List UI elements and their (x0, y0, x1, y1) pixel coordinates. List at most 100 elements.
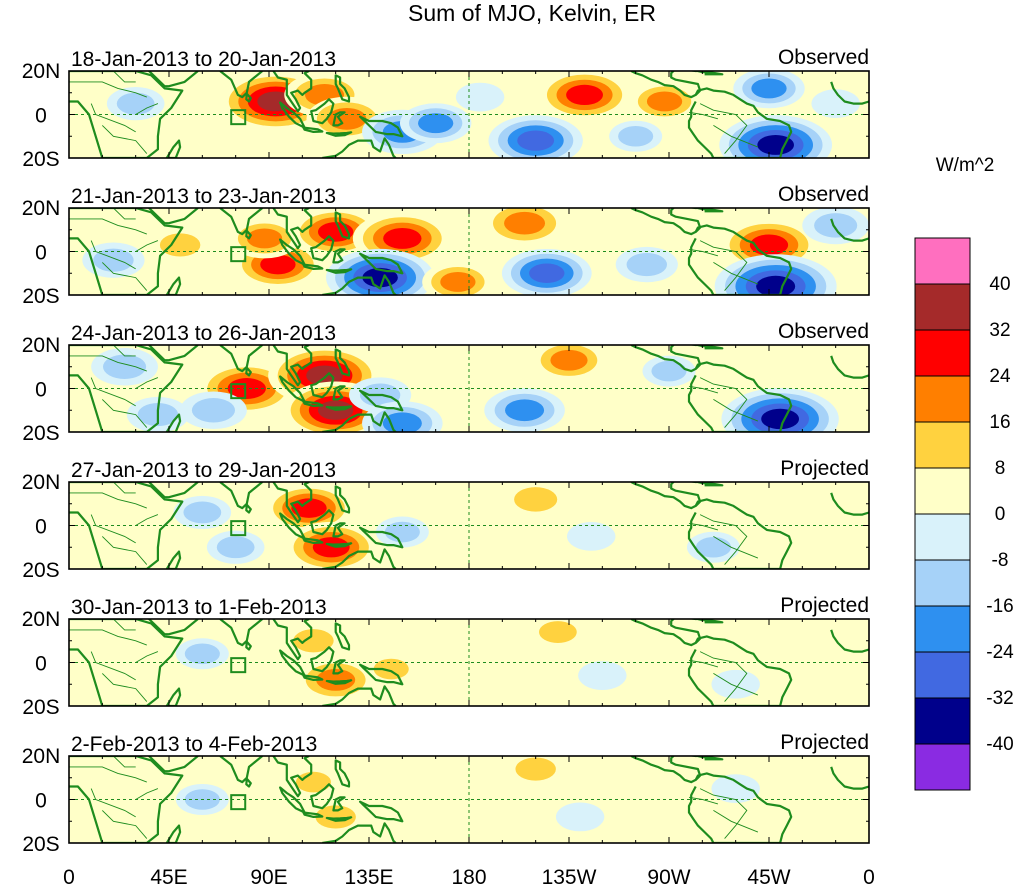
contour-level (316, 669, 356, 691)
region-box (230, 794, 247, 811)
coastline-madagascar (165, 139, 182, 158)
coastline-madagascar (165, 413, 182, 432)
contour-level (418, 113, 454, 134)
lat-label: 20N (22, 334, 61, 357)
contour-level (756, 275, 796, 295)
anomaly-cell (91, 347, 158, 386)
coastline-smalls (325, 679, 353, 685)
anomaly-cell (802, 208, 869, 245)
coastline-borneo (310, 372, 335, 399)
panel-status: Projected (780, 731, 869, 754)
anomaly-cell (149, 227, 212, 263)
contour-level (184, 643, 220, 665)
coastline-arabia (148, 482, 199, 499)
lon-label: 0 (63, 866, 75, 889)
coastline-java (302, 811, 324, 819)
coastline-newguinea (359, 663, 404, 686)
anomaly-cell (484, 388, 565, 432)
coastline-smalls (325, 816, 353, 822)
colorbar-tick-label: 24 (989, 366, 1011, 387)
coastline-caribbean (697, 756, 724, 761)
panel-status: Observed (778, 46, 869, 69)
anomaly-cell (567, 521, 616, 551)
country-border (135, 240, 159, 252)
coastline-indochina (272, 345, 313, 387)
contour-level (159, 233, 201, 257)
coastline-arabia (148, 756, 199, 773)
coastline-caribbean (697, 345, 724, 350)
coastline-newguinea (359, 252, 404, 275)
contour-level (646, 91, 683, 112)
lat-label: 0 (35, 790, 47, 813)
contour-level (373, 658, 409, 680)
coastline-mexico (630, 482, 702, 510)
coastline-arabia (148, 208, 199, 225)
lat-label: 0 (35, 516, 47, 539)
country-border (113, 756, 136, 768)
coastline-indochina (272, 71, 313, 113)
contour-level (440, 271, 476, 292)
colorbar-tick-label: -24 (986, 642, 1014, 663)
coastline-madagascar (165, 687, 182, 706)
region-box (230, 383, 247, 400)
anomaly-cell (364, 653, 418, 685)
country-border (688, 385, 719, 394)
anomaly-cell (609, 120, 663, 152)
colorbar-swatch (914, 283, 971, 331)
country-border (688, 522, 719, 531)
colorbar-tick-label: 32 (989, 320, 1010, 341)
coastline-india (219, 71, 263, 99)
coastlines (69, 619, 869, 706)
coastline-madagascar (165, 550, 182, 569)
country-border (688, 111, 719, 120)
coastline-srilanka (245, 229, 252, 240)
coastline-mexico (630, 619, 702, 647)
contour-level (567, 521, 616, 551)
contour-level (814, 213, 858, 238)
coastline-java (302, 400, 324, 407)
anomaly-cell (206, 530, 265, 564)
map-panel: 20N 0 20S 2-Feb-2013 to 4-Feb-2013 Projected (22, 731, 870, 856)
lon-label: 45E (150, 866, 187, 889)
coastline-waAfrica (830, 766, 869, 790)
lat-label: 20N (22, 197, 61, 220)
coastline-india (219, 208, 263, 236)
contour-level (504, 211, 546, 235)
contour-level (618, 125, 654, 147)
anomaly-cell (628, 81, 701, 122)
country-border (90, 651, 136, 681)
contour-level (260, 254, 296, 275)
country-border (69, 492, 147, 509)
coastline-waAfrica (830, 355, 869, 379)
panel-status: Projected (780, 594, 869, 617)
coastline-philippines (334, 485, 351, 514)
coastline-newguinea (359, 526, 404, 549)
coastline-smalls (325, 131, 353, 137)
country-border (713, 536, 759, 559)
coastline-java (302, 537, 324, 545)
coastline-samerica (687, 361, 793, 432)
country-border (69, 355, 147, 372)
contour-level (191, 398, 236, 423)
country-border (688, 659, 719, 668)
colorbar-tick-label: -32 (986, 688, 1013, 709)
anomaly-cell (106, 87, 165, 121)
anomaly-cell (175, 638, 229, 670)
colorbar-swatch (914, 421, 971, 469)
country-border (69, 218, 147, 235)
country-border (699, 377, 748, 428)
panel-date-range: 30-Jan-2013 to 1-Feb-2013 (71, 596, 327, 619)
coastline-newguinea (359, 800, 404, 823)
map-panel: 20N 0 20S 27-Jan-2013 to 29-Jan-2013 Project… (22, 457, 870, 582)
map-panel: 20N 0 20S 24-Jan-2013 to 26-Jan-2013 Observe… (22, 320, 870, 445)
coastline-srilanka (245, 366, 252, 377)
contour-level (293, 629, 334, 653)
anomaly-cell (375, 516, 429, 548)
contour-level (757, 135, 794, 155)
longitude-axis: 0 45E 90E 135E 180 135W 90W 45W 0 (63, 866, 875, 889)
coastline-africa (69, 619, 184, 706)
colorbar-tick-label: -16 (986, 596, 1013, 617)
contour-level (555, 802, 605, 832)
coastline-india (219, 619, 263, 647)
